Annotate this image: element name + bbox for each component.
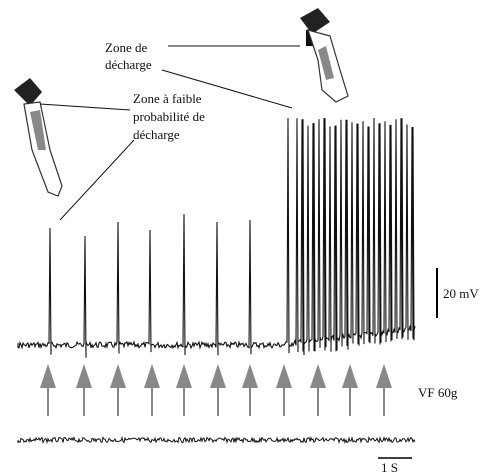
stimulus-arrow — [110, 364, 126, 388]
time-scale-label: 1 S — [381, 460, 398, 475]
zone-decharge-line: décharge — [105, 57, 152, 72]
stimulus-arrow — [242, 364, 258, 388]
stimulus-arrow — [210, 364, 226, 388]
stimulus-arrow — [342, 364, 358, 388]
zone-decharge-line: Zone de — [105, 40, 147, 55]
stimulus-arrow — [376, 364, 392, 388]
stimulus-arrow — [310, 364, 326, 388]
stimulus-arrow — [40, 364, 56, 388]
stimulus-trace — [17, 435, 416, 445]
hand-icon-right — [300, 8, 349, 103]
callout-lines — [39, 45, 300, 221]
zone-faible-line: Zone à faible — [133, 91, 202, 106]
voltage-scale-label: 20 mV — [443, 286, 479, 301]
traces — [17, 117, 416, 445]
stimulus-label: VF 60g — [418, 385, 458, 400]
zone-faible-line: décharge — [133, 127, 180, 142]
stimulus-arrow — [144, 364, 160, 388]
hand-icon-left — [14, 78, 63, 197]
stimulus-arrow — [276, 364, 292, 388]
stimulus-arrow — [176, 364, 192, 388]
zone-faible-line: probabilité de — [133, 109, 205, 124]
stimulus-arrow — [76, 364, 92, 388]
membrane-trace — [17, 117, 416, 358]
